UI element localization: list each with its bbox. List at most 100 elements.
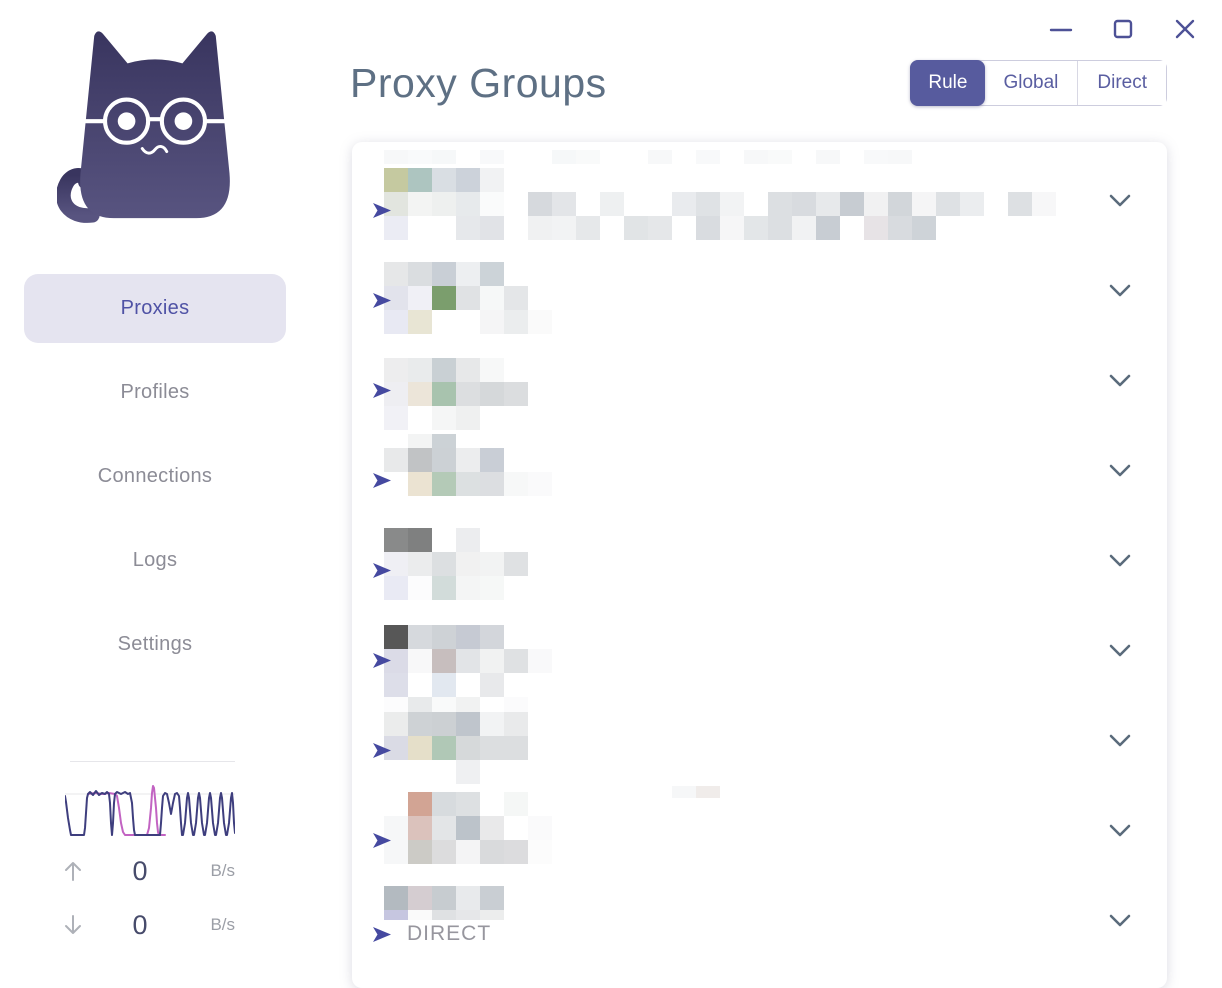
mode-direct-button[interactable]: Direct	[1077, 61, 1166, 105]
redacted-mosaic	[384, 150, 912, 164]
selected-arrow-icon	[373, 926, 391, 942]
download-speed-row: 0 B/s	[63, 908, 235, 942]
redacted-mosaic	[384, 528, 528, 600]
chevron-down-icon[interactable]	[1109, 734, 1131, 748]
selected-arrow-icon	[373, 473, 391, 488]
main-header: Proxy Groups Rule Global Direct	[310, 0, 1222, 107]
redacted-mosaic	[408, 434, 456, 448]
selected-arrow-icon	[373, 383, 391, 398]
minimize-button[interactable]	[1048, 16, 1074, 42]
redacted-group-content	[370, 426, 1167, 516]
redacted-mosaic	[528, 192, 1056, 240]
maximize-button[interactable]	[1110, 16, 1136, 42]
sidebar-item-connections[interactable]: Connections	[24, 442, 286, 511]
proxy-group-row[interactable]	[370, 606, 1167, 721]
chevron-down-icon[interactable]	[1109, 824, 1131, 838]
upload-speed-row: 0 B/s	[63, 854, 235, 888]
redacted-group-content	[370, 246, 1167, 336]
main-area: Proxy Groups Rule Global Direct	[310, 0, 1222, 988]
proxy-group-row[interactable]	[370, 516, 1167, 606]
sidebar-item-label: Settings	[117, 633, 193, 655]
selected-proxy	[372, 652, 407, 669]
cat-logo-icon	[56, 31, 230, 223]
window-controls	[1048, 16, 1198, 42]
proxy-group-row[interactable]	[370, 246, 1167, 336]
sidebar-item-label: Logs	[132, 549, 178, 571]
traffic-sparkline	[65, 785, 235, 836]
upload-arrow-icon	[63, 859, 85, 883]
redacted-mosaic	[384, 886, 504, 910]
selected-proxy: DIRECT	[372, 922, 491, 946]
traffic-panel: 0 B/s 0 B/s	[0, 761, 310, 956]
sidebar-item-proxies[interactable]: Proxies	[24, 274, 286, 343]
selected-proxy	[372, 742, 407, 759]
clash-cat-logo	[56, 26, 253, 237]
traffic-line-upload	[65, 790, 235, 836]
selected-arrow-icon	[373, 563, 391, 578]
selected-proxy	[372, 202, 407, 219]
chevron-down-icon[interactable]	[1109, 554, 1131, 568]
close-button[interactable]	[1172, 16, 1198, 42]
selected-arrow-icon	[373, 743, 391, 758]
selected-proxy	[372, 382, 407, 399]
selected-proxy	[372, 472, 407, 489]
traffic-divider	[70, 761, 235, 762]
redacted-group-content	[370, 606, 1167, 721]
proxy-group-row[interactable]	[370, 336, 1167, 430]
redacted-mosaic	[384, 262, 552, 334]
mode-rule-button[interactable]: Rule	[910, 60, 986, 106]
selected-arrow-icon	[373, 833, 391, 848]
sidebar-nav: Proxies Profiles Connections Logs Settin…	[24, 274, 286, 679]
sidebar-item-label: Connections	[97, 465, 213, 487]
redacted-group-content	[370, 516, 1167, 606]
download-speed-unit: B/s	[210, 915, 235, 934]
redacted-mosaic	[672, 786, 720, 798]
chevron-down-icon[interactable]	[1109, 644, 1131, 658]
redacted-mosaic	[384, 712, 528, 784]
close-icon	[1175, 19, 1195, 39]
mode-global-button[interactable]: Global	[984, 61, 1078, 105]
redacted-group-content	[370, 150, 1167, 246]
sidebar-item-profiles[interactable]: Profiles	[24, 358, 286, 427]
proxy-group-row[interactable]	[370, 696, 1167, 786]
upload-speed-unit: B/s	[210, 861, 235, 880]
chevron-down-icon[interactable]	[1109, 284, 1131, 298]
sidebar-item-logs[interactable]: Logs	[24, 526, 286, 595]
sidebar-item-label: Profiles	[120, 381, 190, 403]
page-title: Proxy Groups	[350, 60, 607, 106]
redacted-group-content	[370, 786, 1167, 876]
download-arrow-icon	[63, 913, 85, 937]
sidebar: Proxies Profiles Connections Logs Settin…	[0, 0, 310, 956]
redacted-mosaic	[384, 358, 528, 430]
proxy-group-row[interactable]: DIRECT	[370, 876, 1167, 966]
chevron-down-icon[interactable]	[1109, 374, 1131, 388]
upload-speed-value: 0	[132, 855, 148, 886]
sidebar-item-label: Proxies	[120, 297, 190, 319]
outbound-mode-switch: Rule Global Direct	[910, 60, 1167, 106]
chevron-down-icon[interactable]	[1109, 464, 1131, 478]
redacted-mosaic	[384, 910, 504, 920]
minimize-icon	[1049, 28, 1073, 32]
proxy-group-row[interactable]	[370, 150, 1167, 246]
maximize-icon	[1113, 19, 1133, 39]
redacted-mosaic	[384, 792, 552, 864]
proxy-groups-card: DIRECT	[352, 142, 1167, 988]
redacted-mosaic	[384, 448, 552, 496]
proxy-group-row[interactable]	[370, 786, 1167, 876]
redacted-group-content	[370, 336, 1167, 430]
selected-arrow-icon	[373, 203, 391, 218]
download-speed-value: 0	[132, 909, 148, 940]
chevron-down-icon[interactable]	[1109, 914, 1131, 928]
sidebar-item-settings[interactable]: Settings	[24, 610, 286, 679]
redacted-group-content	[370, 876, 1167, 966]
selected-proxy	[372, 292, 407, 309]
redacted-mosaic	[384, 168, 504, 240]
selected-arrow-icon	[373, 293, 391, 308]
proxy-group-row[interactable]	[370, 426, 1167, 516]
chevron-down-icon[interactable]	[1109, 194, 1131, 208]
redacted-group-content	[370, 696, 1167, 786]
selected-proxy	[372, 832, 407, 849]
selected-proxy-label: DIRECT	[407, 922, 492, 945]
selected-arrow-icon	[373, 653, 391, 668]
